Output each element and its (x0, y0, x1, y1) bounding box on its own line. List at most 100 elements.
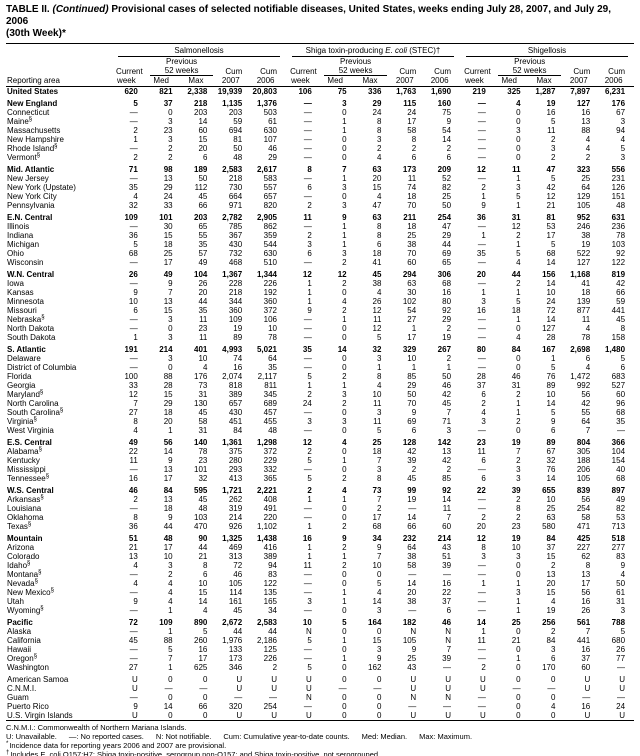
value-cell: 49 (128, 438, 138, 447)
table-row: Pennsylvania 32 33 66 971 820 2 3 47 70 50 9 1 21 105 4… (6, 201, 634, 210)
value-cell: 2,338 (187, 87, 208, 96)
value-cell: 4 (133, 561, 138, 570)
value-cell: 14 (546, 474, 556, 483)
value-cell: 952 (576, 213, 591, 222)
table-row: North Carolina 7 29 130 657 689 24 2 11 70 45 2 1 14 4… (6, 399, 634, 408)
value-cell: — (303, 504, 312, 513)
value-cell: 15 (163, 390, 173, 399)
value-cell: 30 (163, 222, 173, 231)
table-row: W.N. Central 26 49 104 1,367 1,344 12 12 45 294 30… (6, 270, 634, 279)
value-cell: 246 (576, 222, 591, 231)
value-cell: 1 (550, 354, 556, 363)
column-header: 2006 (599, 76, 635, 87)
value-cell: 8 (516, 504, 521, 513)
reporting-area: Mississippi (7, 465, 46, 474)
value-cell: 6 (620, 363, 626, 372)
value-cell: 104 (611, 447, 626, 456)
value-cell: 47 (442, 222, 452, 231)
value-cell: 2 (342, 258, 347, 267)
value-cell: 5 (550, 117, 556, 126)
value-cell: 332 (263, 465, 278, 474)
value-cell: — (338, 684, 347, 693)
value-cell: 14 (407, 579, 417, 588)
value-cell: 8 (376, 372, 382, 381)
value-cell: 457 (263, 408, 278, 417)
value-cell: 29 (372, 99, 382, 108)
reporting-area: Ohio (7, 249, 24, 258)
value-cell: 56 (581, 495, 591, 504)
value-cell: 1 (516, 240, 521, 249)
value-cell: N (445, 627, 452, 636)
value-cell: — (129, 117, 138, 126)
value-cell: 890 (194, 618, 208, 627)
value-cell: 32 (546, 456, 556, 465)
value-cell: 862 (263, 222, 278, 231)
value-cell: 18 (163, 504, 173, 513)
value-cell: 60 (616, 390, 626, 399)
value-cell: U (271, 711, 278, 720)
value-cell: 32 (198, 474, 208, 483)
reporting-area: Vermont§ (7, 152, 41, 162)
value-cell: 631 (611, 213, 626, 222)
value-cell: 5 (516, 297, 521, 306)
disease-table-body: United States 620 821 2,338 19,939 20,803 106 7… (6, 87, 634, 721)
value-cell: 21 (128, 543, 138, 552)
value-cell: 1 (342, 126, 347, 135)
value-cell: — (477, 315, 486, 324)
value-cell: 1 (342, 597, 347, 606)
reporting-area: District of Columbia (7, 363, 77, 372)
value-cell: 24 (616, 702, 626, 711)
value-cell: 23 (198, 456, 208, 465)
value-cell: 1 (342, 231, 347, 240)
value-cell: 127 (576, 99, 591, 108)
footnote-cnmi: C.N.M.I.: Commonwealth of Northern Maria… (6, 723, 187, 732)
value-cell: — (477, 117, 486, 126)
value-cell: 425 (576, 534, 591, 543)
table-title-rest: Provisional cases of selected notifiable… (6, 4, 612, 27)
value-cell: 28 (476, 372, 486, 381)
table-row: Hawaii — 5 16 133 125 — 0 3 9 7 — 0 3 16 26 (6, 645, 634, 654)
value-cell: 24 (302, 399, 312, 408)
reporting-area: Minnesota (7, 297, 44, 306)
value-cell: 7 (585, 627, 591, 636)
reporting-area: Pennsylvania (7, 201, 55, 210)
value-cell: 3 (342, 99, 347, 108)
value-cell: 182 (402, 618, 417, 627)
value-cell: 0 (376, 570, 382, 579)
value-cell: 3 (376, 408, 382, 417)
value-cell: 46 (233, 570, 243, 579)
value-cell: 5 (620, 144, 626, 153)
reporting-area: North Dakota (7, 324, 55, 333)
value-cell: 54 (442, 126, 452, 135)
value-cell: 6 (411, 153, 417, 162)
value-cell: — (582, 693, 591, 702)
value-cell: 1,102 (256, 522, 278, 531)
value-cell: 98 (163, 165, 173, 174)
reporting-area: United States (7, 87, 59, 96)
value-cell: — (408, 570, 417, 579)
value-cell: 557 (263, 183, 278, 192)
value-cell: 8 (376, 117, 382, 126)
reporting-area: U.S. Virgin Islands (7, 711, 73, 720)
value-cell: 9 (376, 654, 382, 663)
table-row: American Samoa U 0 0 U U U 0 0 U U U 0 0 U U (6, 675, 634, 684)
value-cell: 10 (372, 390, 382, 399)
value-cell: 160 (437, 99, 452, 108)
value-cell: 92 (616, 249, 626, 258)
value-cell: — (303, 144, 312, 153)
value-cell: 17 (581, 579, 591, 588)
value-cell: 29 (442, 231, 452, 240)
reporting-area: Colorado (7, 552, 40, 561)
value-cell: 7 (133, 399, 138, 408)
value-cell: 5 (516, 249, 521, 258)
header-spacer (599, 57, 634, 66)
value-cell: U (132, 684, 138, 693)
value-cell: 1 (516, 606, 521, 615)
value-cell: 38 (407, 240, 417, 249)
value-cell: — (129, 504, 138, 513)
table-row: Mississippi — 13 101 293 332 — 0 3 2 2 — 3 76 206 40 (6, 465, 634, 474)
value-cell: 226 (263, 654, 278, 663)
column-header: 2006 (425, 76, 461, 87)
value-cell: 0 (550, 675, 556, 684)
reporting-area: New England (7, 99, 58, 108)
